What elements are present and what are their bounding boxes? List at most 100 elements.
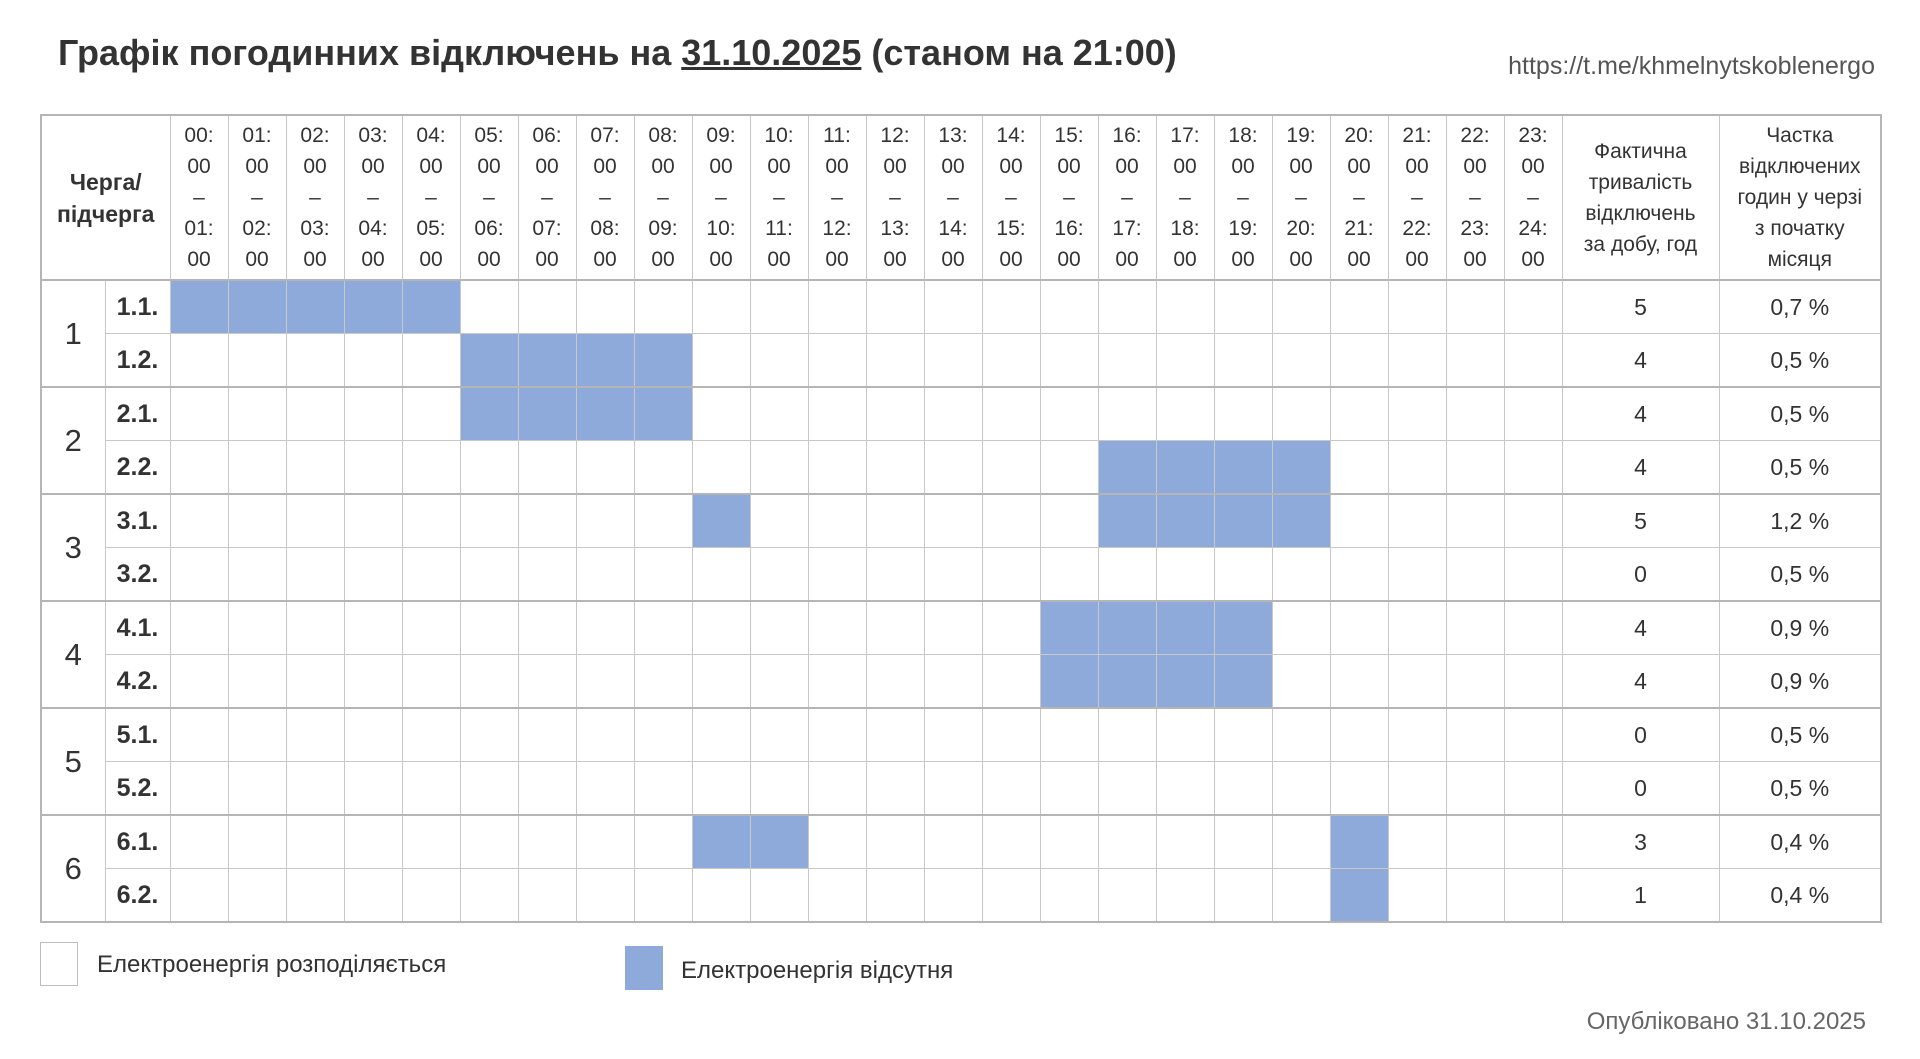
duration-value: 4 [1561,440,1720,495]
hour-cell-power [459,707,519,762]
hour-header-line: 00 [419,248,443,271]
hour-cell-power [1329,440,1389,495]
duration-value: 5 [1561,279,1720,334]
hour-header-line: 04: [416,124,446,147]
hour-header-line: 00 [883,155,907,178]
hour-cell-power [749,761,809,816]
hour-header-line: 23: [1518,124,1548,147]
table-row: 2 2.1. 4 0,5 % [40,386,1882,495]
hour-cell-power [981,279,1041,334]
hour-cell-outage [575,386,635,441]
hour-cell-power [401,707,461,762]
hour-header-line: 11: [823,124,851,147]
hour-header-line: 00 [825,155,849,178]
published-date: Опубліковано 31.10.2025 [1586,1008,1866,1035]
hour-header-line: 17: [1112,217,1142,240]
hour-cell-power [227,440,287,495]
share-value: 0,9 % [1718,654,1882,709]
hour-cell-outage [1271,440,1331,495]
hour-header-line: 09: [648,217,678,240]
duration-value: 4 [1561,333,1720,388]
hour-cell-power [981,547,1041,602]
duration-column-header: Фактична тривалість відключень за добу, год [1561,114,1720,281]
hour-header: 10: 00 – 11: 00 [749,114,809,281]
hour-header-line: 00 [1521,155,1545,178]
hour-cell-power [923,814,983,869]
hour-cell-power [1329,600,1389,655]
hour-cell-outage [169,279,229,334]
hour-header-line: 16: [1112,124,1142,147]
hour-cell-power [1271,814,1331,869]
hour-cell-power [169,761,229,816]
share-value: 0,5 % [1718,386,1882,441]
share-value: 0,5 % [1718,547,1882,602]
table-row: 5 5.1. 0 0,5 % [40,707,1882,816]
hour-cell-power [1271,547,1331,602]
hour-cell-power [981,868,1041,923]
legend-swatch-power-on [40,942,78,986]
hour-header: 13: 00 – 14: 00 [923,114,983,281]
hour-cell-power [1039,386,1099,441]
hour-cell-power [517,814,577,869]
duration-value: 4 [1561,654,1720,709]
share-value: 0,5 % [1718,707,1882,762]
hour-header-line: – [483,186,495,209]
share-value: 0,4 % [1718,814,1882,869]
hour-cell-power [865,707,925,762]
hour-cell-outage [227,279,287,334]
hour-cell-power [1155,386,1215,441]
hour-cell-power [459,814,519,869]
hour-cell-outage [1155,493,1215,548]
hour-cell-power [1445,868,1505,923]
hour-header-line: 00 [593,248,617,271]
hour-cell-power [459,547,519,602]
share-value: 0,5 % [1718,440,1882,495]
hour-cell-power [807,654,867,709]
hour-cell-power [575,707,635,762]
hour-cell-power [401,868,461,923]
hour-header-line: 00 [1463,155,1487,178]
hour-cell-power [807,386,867,441]
hour-cell-power [1213,761,1273,816]
hour-header-line: 00 [1231,248,1255,271]
subqueue-label: 2.2. [104,440,171,495]
hour-cell-power [343,493,403,548]
subqueue-label: 1.2. [104,333,171,388]
hour-cell-power [691,547,751,602]
hour-cell-power [807,814,867,869]
hour-cell-power [285,386,345,441]
hour-cell-power [807,868,867,923]
hour-header: 07: 00 – 08: 00 [575,114,635,281]
hour-cell-outage [1329,814,1389,869]
hour-cell-power [1503,814,1563,869]
hour-cell-power [691,707,751,762]
hour-cell-power [401,547,461,602]
hour-header-line: 00 [245,248,269,271]
hour-cell-power [343,707,403,762]
duration-column-header-line: Фактична [1594,139,1687,163]
hour-cell-power [1445,493,1505,548]
hour-cell-outage [1271,493,1331,548]
hour-header-line: 02: [242,217,272,240]
hour-cell-power [981,761,1041,816]
hour-cell-power [1445,333,1505,388]
hour-cell-power [1503,707,1563,762]
hour-cell-power [1271,600,1331,655]
hour-cell-power [749,279,809,334]
hour-header: 09: 00 – 10: 00 [691,114,751,281]
hour-cell-outage [1329,868,1389,923]
legend-swatch-power-off [625,946,663,990]
hour-header: 04: 00 – 05: 00 [401,114,461,281]
hour-cell-power [1155,333,1215,388]
hour-cell-power [285,814,345,869]
hour-cell-power [1039,707,1099,762]
hour-cell-power [807,707,867,762]
hour-cell-outage [691,493,751,548]
hour-header-line: 07: [590,124,620,147]
duration-value: 5 [1561,493,1720,548]
hour-cell-power [1503,761,1563,816]
telegram-link[interactable]: https://t.me/khmelnytskoblenergo [1508,52,1875,80]
hour-cell-power [807,279,867,334]
hour-cell-power [1329,547,1389,602]
hour-cell-power [459,868,519,923]
